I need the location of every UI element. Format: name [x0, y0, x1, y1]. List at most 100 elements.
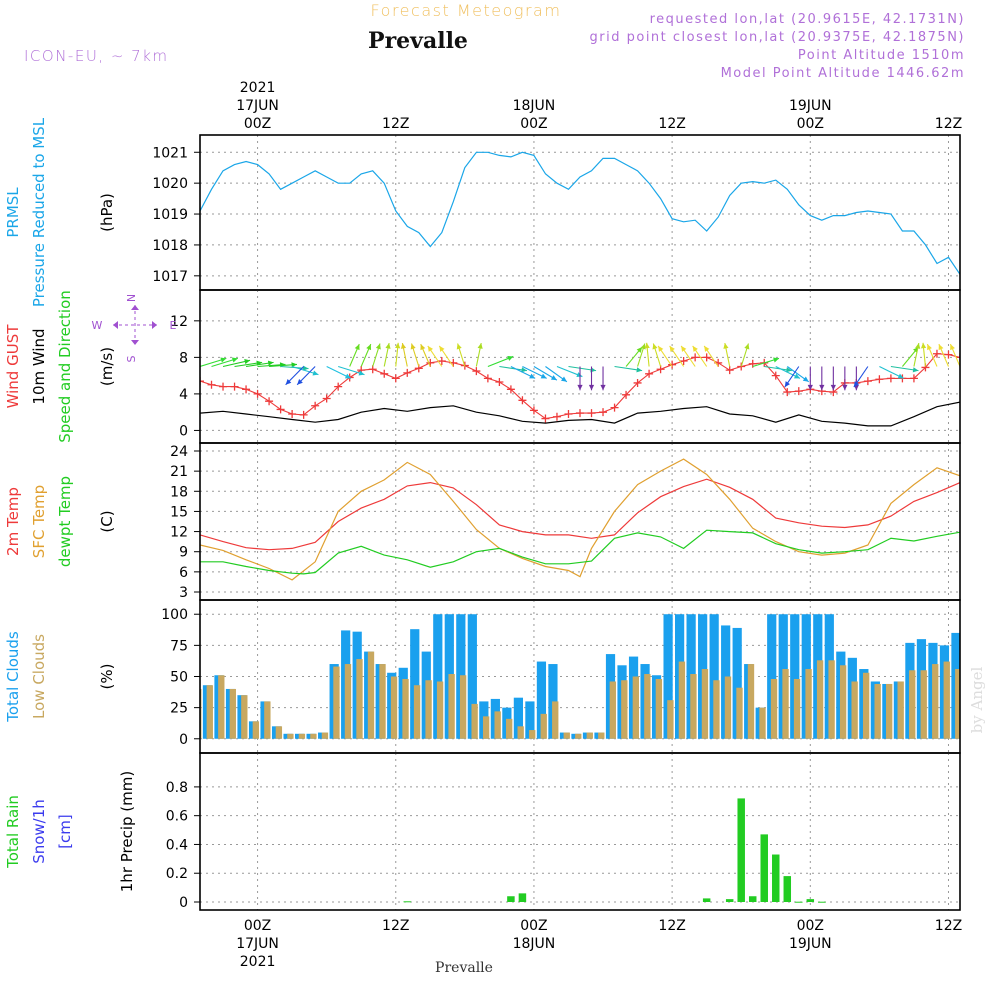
- gust-marker: [200, 377, 204, 386]
- bar-low: [747, 664, 755, 739]
- panel-label: dewpt Temp: [56, 476, 74, 567]
- panel-clouds-series: [200, 614, 960, 739]
- bar-low: [333, 666, 340, 739]
- bar-low: [701, 669, 709, 739]
- bar-low: [379, 664, 386, 739]
- ytick-label: 4: [179, 387, 188, 403]
- bar-low: [713, 680, 720, 739]
- bar-low: [575, 733, 582, 739]
- panel-label: PRMSL: [4, 187, 22, 238]
- bar-rain: [737, 798, 745, 902]
- top-tick-label: 00Z: [244, 116, 271, 132]
- bar-rain: [518, 893, 527, 902]
- wind-arrow-head: [915, 343, 921, 349]
- gust-marker: [968, 340, 976, 348]
- bar-low: [724, 676, 732, 739]
- panel-label: Pressure Reduced to MSL: [30, 117, 48, 307]
- bar-low: [632, 676, 640, 739]
- top-tick-label: 00Z: [520, 116, 547, 132]
- series-line: [200, 151, 960, 276]
- bar-low: [655, 678, 663, 739]
- bar-low: [759, 707, 766, 739]
- bar-low: [897, 681, 904, 739]
- panel-temp-grid: [200, 443, 960, 600]
- bar-low: [413, 685, 421, 739]
- bar-total: [513, 697, 523, 739]
- ytick-label: 1019: [152, 207, 188, 223]
- panel-pressure-series: [200, 151, 960, 276]
- wind-arrow-head: [375, 343, 381, 350]
- bar-rain: [783, 876, 792, 902]
- time-axis: 2021 17JUN 00Z 12Z 18JUN 00Z 12Z 19JUN 00Z 12Z 00Z…: [236, 80, 962, 970]
- wind-arrow-head: [385, 343, 391, 349]
- bar-low: [298, 733, 306, 739]
- ytick-label: 75: [170, 638, 188, 654]
- bar-low: [287, 733, 294, 739]
- wind-arrow-head: [427, 345, 434, 352]
- wind-arrow-head: [521, 367, 527, 373]
- ytick-label: 50: [170, 670, 188, 686]
- wind-arrow-head: [784, 381, 790, 388]
- wind-arrow-head: [669, 345, 675, 352]
- wind-arrow-head: [600, 384, 606, 391]
- ytick-label: 3: [179, 585, 188, 601]
- wind-arrow-head: [540, 373, 547, 379]
- gust-marker: [622, 390, 631, 399]
- panel-unit: (C): [98, 510, 116, 532]
- gust-marker: [311, 401, 320, 410]
- panel-label: [cm]: [56, 814, 74, 849]
- wind-arrow-head: [704, 345, 710, 352]
- bar-low: [690, 674, 697, 739]
- panel-label: Wind GUST: [4, 324, 22, 409]
- wind-arrow-head: [920, 342, 927, 349]
- bottom-tick-label: 00Z: [797, 918, 824, 934]
- bar-rain: [507, 896, 515, 902]
- wind-arrow-head: [853, 381, 860, 388]
- super-title: Forecast Meteogram: [371, 1, 562, 20]
- wind-arrow-head: [312, 370, 319, 376]
- gust-marker: [322, 394, 331, 403]
- bar-low: [229, 688, 236, 739]
- wind-arrow-head: [588, 384, 595, 391]
- bar-low: [264, 701, 271, 739]
- bar-total: [790, 614, 800, 739]
- bar-low: [459, 675, 467, 739]
- bottom-tick-label: 19JUN: [789, 936, 832, 952]
- wind-arrow-head: [220, 357, 227, 363]
- bar-low: [828, 660, 835, 739]
- gust-marker: [276, 405, 285, 414]
- wind-arrow-head: [652, 343, 658, 350]
- requested-coords: requested lon,lat (20.9615E, 42.1731N): [650, 12, 965, 27]
- ytick-label: 8: [179, 350, 188, 366]
- wind-arrow-head: [636, 347, 643, 353]
- gust-marker: [979, 330, 987, 338]
- top-tick-label: 12Z: [658, 116, 685, 132]
- series-line: [200, 478, 960, 551]
- gust-marker: [944, 350, 953, 359]
- header: Forecast Meteogram Prevalle ICON-EU, ~ 7…: [24, 1, 965, 81]
- gust-marker: [472, 367, 481, 376]
- bar-low: [586, 732, 593, 739]
- panel-temp: 3 6 9 12 15 18 21 24 2m Temp SFC Temp dewpt Temp (C…: [4, 442, 961, 601]
- wind-arrow-head: [962, 344, 967, 350]
- gust-marker: [679, 357, 688, 366]
- gust-marker: [529, 406, 538, 415]
- bar-low: [310, 733, 317, 739]
- gust-marker: [633, 378, 642, 387]
- wind-arrow-head: [644, 342, 650, 349]
- wind-arrow-head: [830, 384, 836, 391]
- wind-arrow-head: [366, 344, 372, 351]
- compass-letter: S: [125, 355, 138, 362]
- panel-label: Total Clouds: [4, 631, 22, 723]
- series-line: [200, 401, 960, 427]
- wind-arrow-head: [302, 365, 309, 371]
- wind-arrow-head: [395, 342, 401, 349]
- bar-rain: [979, 866, 986, 902]
- wind-arrow-head: [819, 384, 825, 391]
- wind-arrow-head: [807, 384, 813, 391]
- gust-marker: [219, 382, 228, 391]
- bar-rain: [772, 854, 780, 902]
- bar-low: [506, 718, 513, 739]
- top-tick-label: 18JUN: [513, 98, 556, 114]
- ytick-label: 18: [170, 484, 188, 500]
